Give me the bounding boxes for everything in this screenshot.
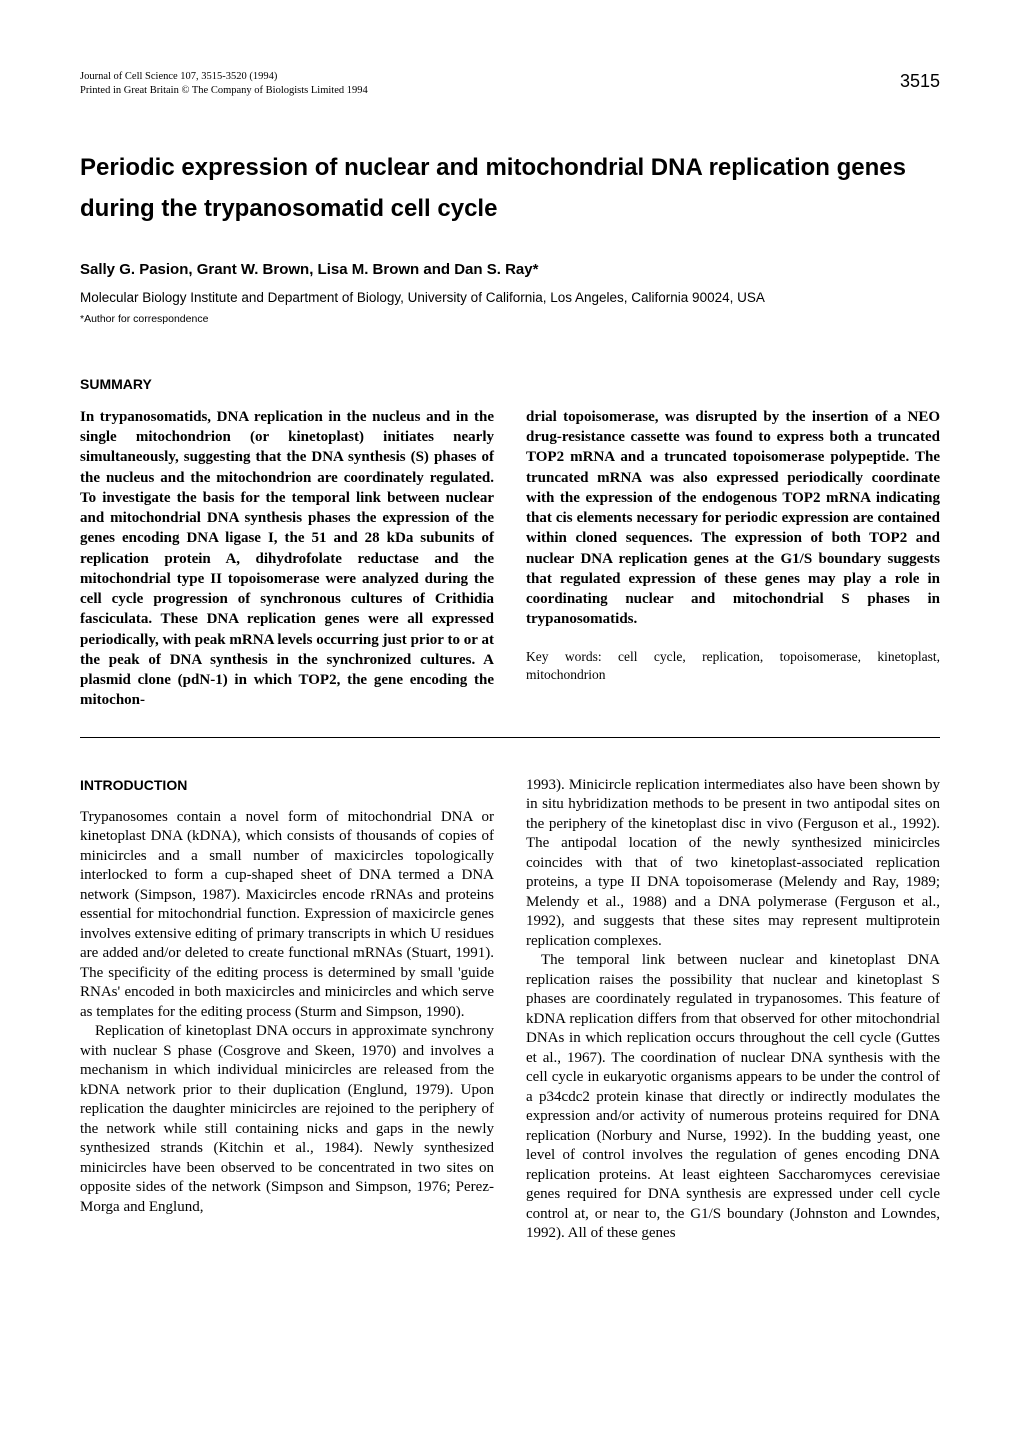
journal-meta: Journal of Cell Science 107, 3515-3520 (… [80, 70, 940, 98]
introduction-heading: INTRODUCTION [80, 776, 494, 794]
summary-col-left: In trypanosomatids, DNA replication in t… [80, 407, 494, 711]
keywords: Key words: cell cycle, replication, topo… [526, 648, 940, 684]
page-number: 3515 [900, 70, 940, 93]
summary-left-text: In trypanosomatids, DNA replication in t… [80, 409, 494, 709]
journal-citation: Journal of Cell Science 107, 3515-3520 (… [80, 70, 940, 84]
title-line-1: Periodic expression of nuclear and mitoc… [80, 154, 906, 181]
intro-paragraph-4: The temporal link between nuclear and ki… [526, 951, 940, 1244]
article-title: Periodic expression of nuclear and mitoc… [80, 148, 940, 230]
author-list: Sally G. Pasion, Grant W. Brown, Lisa M.… [80, 260, 940, 280]
intro-col-right: 1993). Minicircle replication intermedia… [526, 738, 940, 1244]
author-correspondence: *Author for correspondence [80, 313, 940, 327]
intro-paragraph-3: 1993). Minicircle replication intermedia… [526, 776, 940, 952]
intro-paragraph-1: Trypanosomes contain a novel form of mit… [80, 808, 494, 1023]
intro-col-left: INTRODUCTION Trypanosomes contain a nove… [80, 738, 494, 1244]
intro-paragraph-2: Replication of kinetoplast DNA occurs in… [80, 1022, 494, 1217]
summary-heading: SUMMARY [80, 375, 940, 393]
affiliation: Molecular Biology Institute and Departme… [80, 289, 940, 307]
introduction-block: INTRODUCTION Trypanosomes contain a nove… [80, 738, 940, 1244]
summary-block: In trypanosomatids, DNA replication in t… [80, 407, 940, 711]
title-line-2: during the trypanosomatid cell cycle [80, 195, 497, 222]
summary-right-text: drial topoisomerase, was disrupted by th… [526, 409, 940, 628]
summary-col-right: drial topoisomerase, was disrupted by th… [526, 407, 940, 711]
journal-copyright: Printed in Great Britain © The Company o… [80, 84, 940, 98]
